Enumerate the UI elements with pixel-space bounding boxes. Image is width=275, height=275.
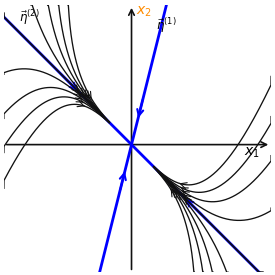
- Text: $x_1$: $x_1$: [244, 146, 260, 160]
- Text: $\vec{\eta}^{(2)}$: $\vec{\eta}^{(2)}$: [19, 8, 40, 27]
- Text: $\vec{\eta}^{(1)}$: $\vec{\eta}^{(1)}$: [156, 16, 177, 35]
- Text: $x_2$: $x_2$: [136, 5, 152, 19]
